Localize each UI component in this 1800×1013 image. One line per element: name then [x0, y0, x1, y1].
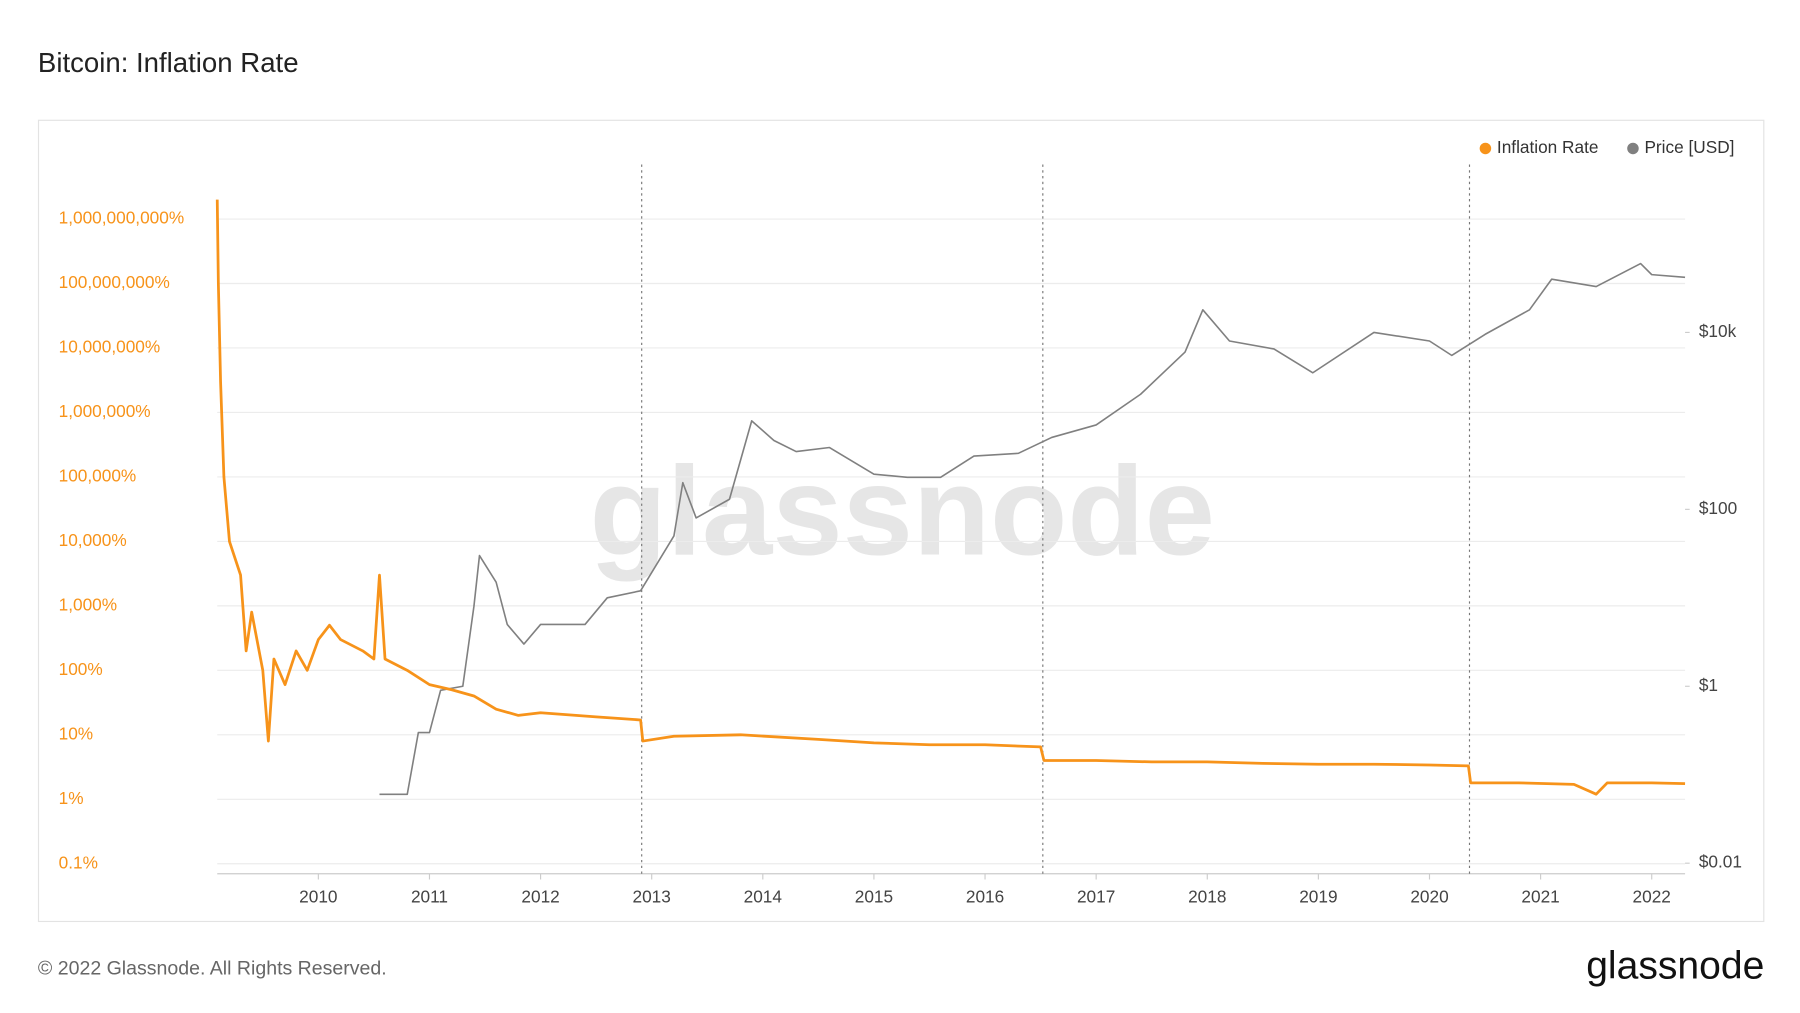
y2-tick-label: $0.01 [1699, 852, 1742, 872]
y-tick-label: 1,000,000,000% [59, 208, 185, 228]
series-line [379, 262, 1686, 796]
logo: glassnode [1586, 944, 1764, 987]
y-tick-label: 1% [59, 788, 84, 808]
y2-tick-label: $100 [1699, 498, 1737, 518]
x-tick-label: 2010 [299, 886, 337, 906]
y-tick-label: 0.1% [59, 852, 98, 872]
x-tick-label: 2022 [1633, 886, 1671, 906]
y-tick-label: 10,000,000% [59, 337, 161, 357]
watermark: glassnode [590, 440, 1215, 581]
x-tick-label: 2017 [1077, 886, 1115, 906]
x-tick-label: 2013 [633, 886, 671, 906]
y-tick-label: 100,000% [59, 465, 137, 485]
y2-tick-label: $10k [1699, 321, 1737, 341]
x-tick-label: 2014 [744, 886, 783, 906]
x-tick-label: 2021 [1521, 886, 1559, 906]
chart-title: Bitcoin: Inflation Rate [38, 47, 299, 78]
chart-frame [37, 119, 1765, 923]
legend-swatch [1627, 142, 1639, 155]
series-line [215, 199, 1686, 796]
y-tick-label: 1,000% [59, 594, 117, 614]
legend-label: Price [USD] [1644, 137, 1734, 157]
footer: © 2022 Glassnode. All Rights Reserved. [38, 957, 387, 979]
y-tick-label: 1,000,000% [59, 401, 151, 421]
legend-swatch [1479, 142, 1492, 155]
x-tick-label: 2020 [1410, 886, 1448, 906]
x-tick-label: 2011 [411, 886, 448, 906]
y-tick-label: 100% [59, 659, 103, 679]
y-tick-label: 10% [59, 723, 94, 743]
x-tick-label: 2018 [1188, 886, 1226, 906]
x-tick-label: 2016 [966, 886, 1004, 906]
y-tick-label: 10,000% [59, 530, 127, 550]
legend-label: Inflation Rate [1497, 137, 1599, 157]
y-tick-label: 100,000,000% [59, 272, 170, 292]
x-tick-label: 2019 [1299, 886, 1337, 906]
x-tick-label: 2012 [521, 886, 559, 906]
y2-tick-label: $1 [1699, 675, 1718, 695]
x-tick-label: 2015 [855, 886, 893, 906]
